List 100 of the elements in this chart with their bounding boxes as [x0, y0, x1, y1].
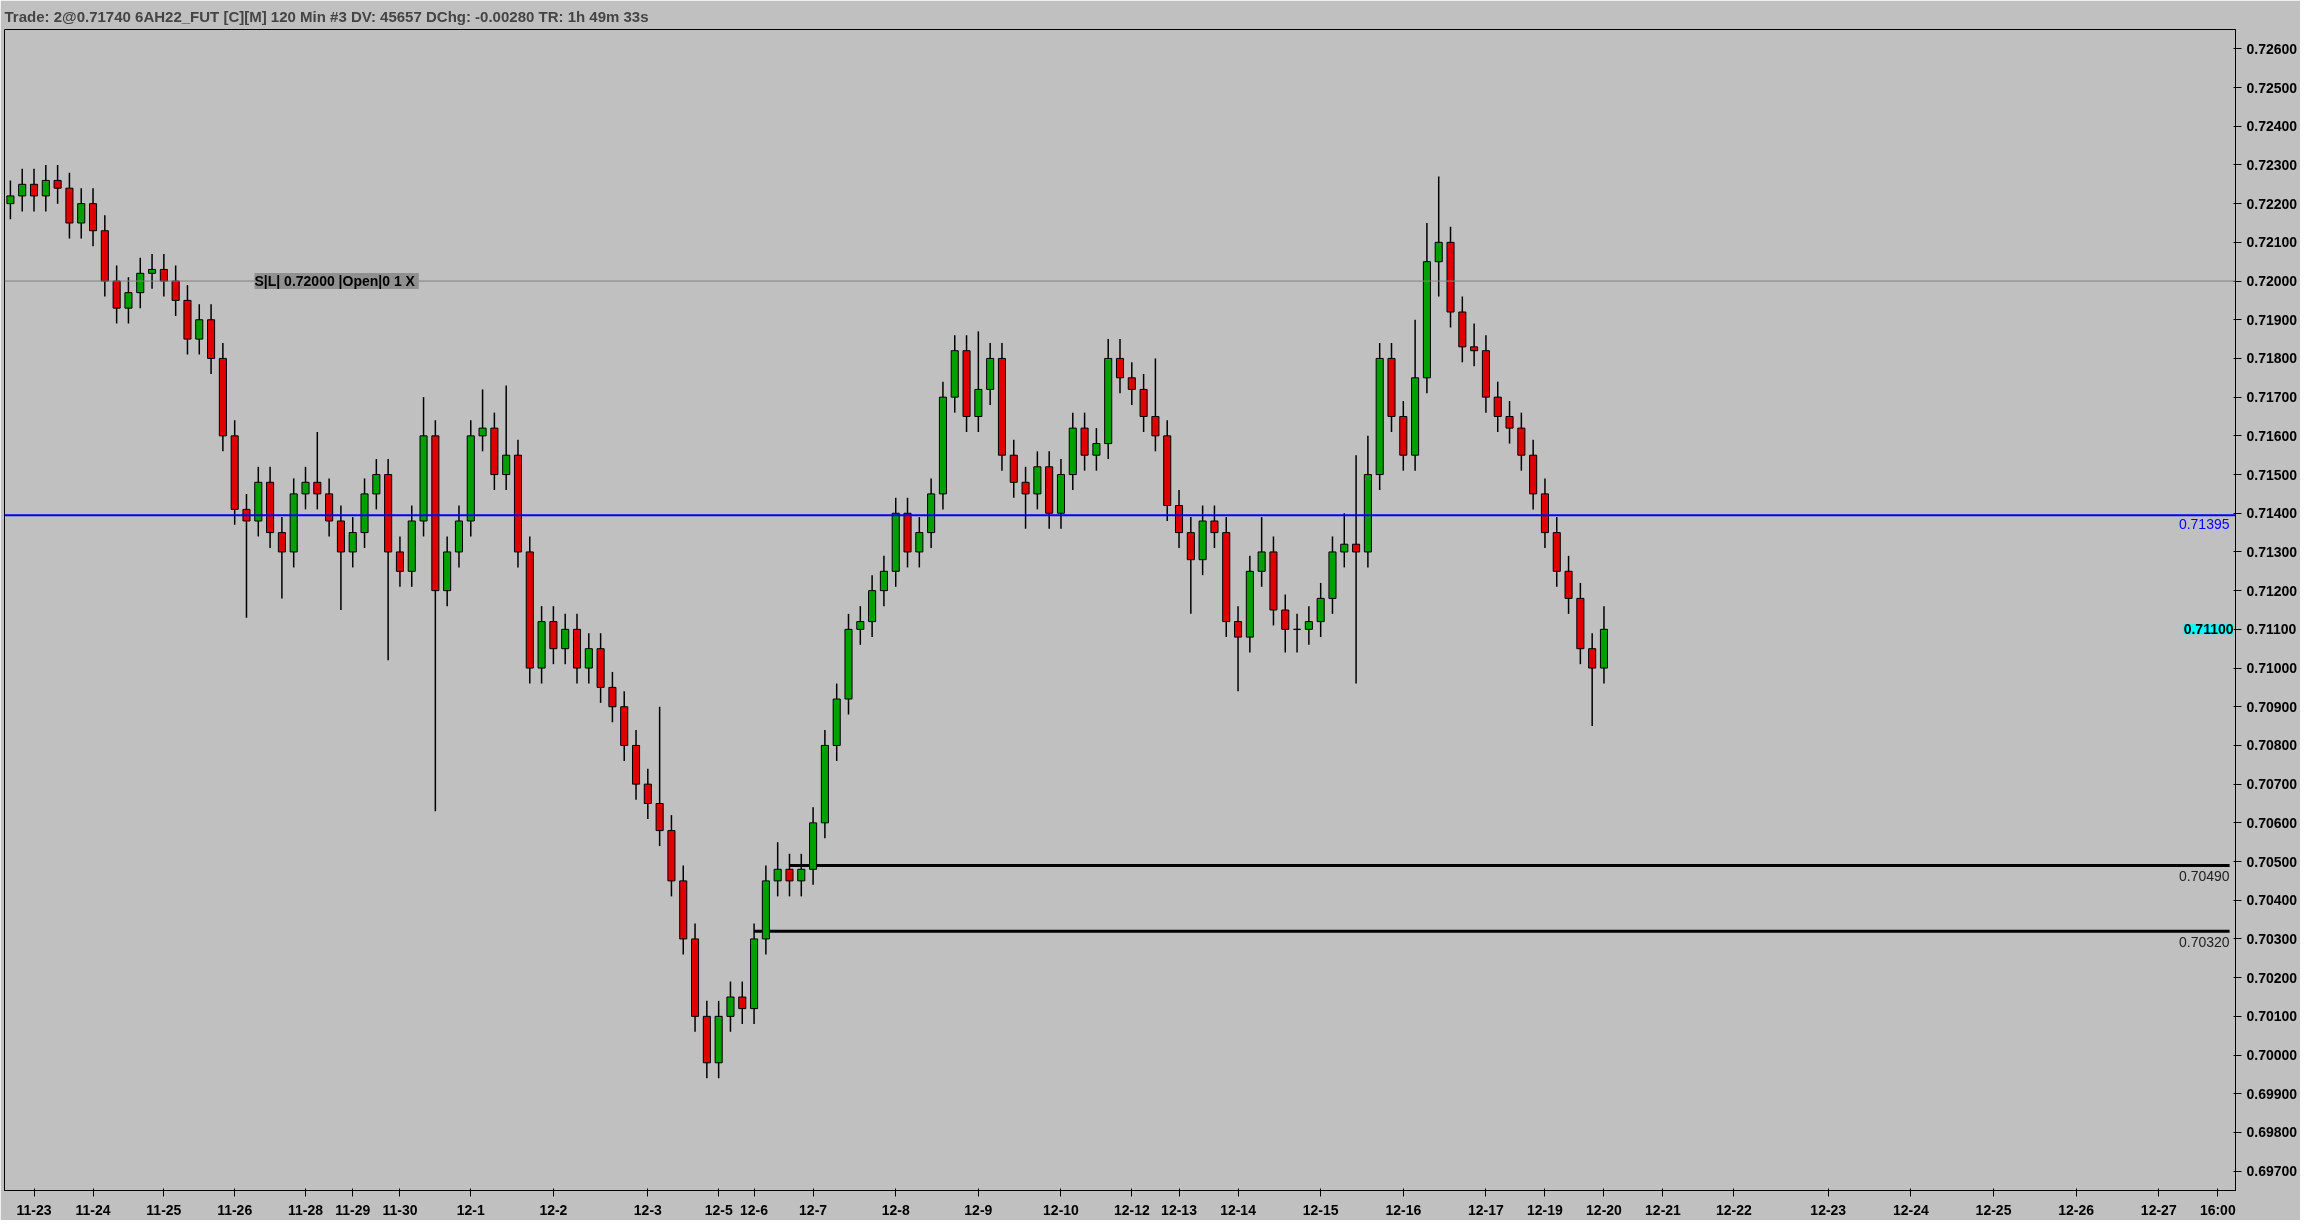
- y-tick-label: 0.72500: [2246, 79, 2298, 96]
- candlestick: [1434, 175, 1443, 298]
- candlestick: [395, 535, 404, 588]
- y-tick-label: 0.72200: [2246, 195, 2298, 212]
- candlestick: [561, 613, 570, 665]
- y-tick-label: 0.71900: [2246, 311, 2298, 328]
- x-tick-label: 12-16: [1385, 1201, 1422, 1218]
- candlestick: [195, 303, 204, 356]
- candlestick: [372, 458, 381, 511]
- candlestick: [1234, 605, 1243, 693]
- candlestick: [1340, 512, 1349, 569]
- y-tick-label: 0.72100: [2246, 234, 2298, 251]
- candlestick: [643, 767, 652, 820]
- candlestick: [1316, 582, 1325, 638]
- x-tick-label: 11-30: [382, 1201, 418, 1218]
- y-tick-label: 0.71600: [2246, 427, 2298, 444]
- y-tick-label: 0.72400: [2246, 118, 2298, 135]
- x-tick-label: 12-6: [740, 1201, 769, 1218]
- y-tick-label: 0.71000: [2246, 660, 2298, 677]
- y-tick-label: 0.70600: [2246, 814, 2298, 831]
- x-tick-label: 12-27: [2140, 1201, 2177, 1218]
- y-tick-label: 0.71800: [2246, 350, 2298, 367]
- candlestick: [1151, 357, 1160, 453]
- y-tick-label: 0.71700: [2246, 389, 2298, 406]
- candlestick: [726, 980, 735, 1033]
- candlestick: [1505, 400, 1514, 445]
- ref-line-label: 0.71395: [2178, 516, 2230, 533]
- y-tick-label: 0.69900: [2246, 1085, 2298, 1102]
- y-tick-label: 0.70200: [2246, 969, 2298, 986]
- y-tick-label: 0.70300: [2246, 930, 2298, 947]
- x-tick-label: 12-14: [1220, 1201, 1257, 1218]
- x-tick-label: 11-23: [16, 1201, 52, 1218]
- candlestick: [242, 493, 251, 619]
- candlestick: [301, 466, 310, 511]
- candlestick: [584, 632, 593, 685]
- x-tick-label: 11-29: [335, 1201, 371, 1218]
- y-tick-label: 0.70900: [2246, 698, 2298, 715]
- x-tick-label: 12-25: [1975, 1201, 2012, 1218]
- y-tick-label: 0.71500: [2246, 466, 2298, 483]
- x-tick-label: 12-23: [1810, 1201, 1847, 1218]
- candlestick: [1304, 605, 1313, 646]
- candlestick: [1257, 516, 1266, 588]
- x-tick-label: 12-15: [1302, 1201, 1339, 1218]
- x-tick-label: 11-25: [146, 1201, 182, 1218]
- x-tick-label: 12-5: [704, 1201, 733, 1218]
- candlestick: [1588, 632, 1597, 727]
- chart-title: Trade: 2@0.71740 6AH22_FUT [C][M] 120 Min #3 DV: 45657 DChg: -0.00280 TR: 1h 49m 33s: [4, 7, 649, 25]
- candlestick: [1470, 322, 1479, 367]
- x-tick-label: 12-12: [1113, 1201, 1150, 1218]
- x-tick-label: 11-26: [217, 1201, 253, 1218]
- x-tick-label: 12-2: [539, 1201, 568, 1218]
- x-tick-label: 12-21: [1645, 1201, 1682, 1218]
- x-tick-label: 12-17: [1468, 1201, 1505, 1218]
- y-tick-label: 0.71400: [2246, 505, 2298, 522]
- candlestick: [277, 516, 286, 600]
- x-tick-label: 12-26: [2058, 1201, 2095, 1218]
- candlestick: [478, 388, 487, 453]
- candlestick: [41, 164, 50, 213]
- candlestick: [1281, 593, 1290, 654]
- y-tick-label: 0.71200: [2246, 582, 2298, 599]
- x-tick-label: 12-22: [1715, 1201, 1752, 1218]
- candlestick: [77, 187, 86, 240]
- candlestick: [856, 605, 865, 646]
- candlestick: [171, 264, 180, 317]
- candlestick: [29, 168, 39, 213]
- candlestick: [18, 168, 27, 213]
- x-tick-label: 12-10: [1043, 1201, 1080, 1218]
- y-tick-label: 0.69800: [2246, 1124, 2298, 1141]
- candlestick: [148, 253, 157, 290]
- candlestick: [53, 164, 62, 205]
- y-tick-label: 0.70700: [2246, 776, 2298, 793]
- y-tick-label: 0.69700: [2246, 1163, 2298, 1180]
- data-label: 0.70320: [2178, 934, 2230, 951]
- x-tick-label: 12-13: [1161, 1201, 1198, 1218]
- y-tick-label: 0.70400: [2246, 892, 2298, 909]
- y-tick-label: 0.70000: [2246, 1047, 2298, 1064]
- x-tick-label: 12-8: [881, 1201, 910, 1218]
- candlestick: [879, 555, 888, 607]
- y-tick-label: 0.70800: [2246, 737, 2298, 754]
- x-tick-label: 12-24: [1892, 1201, 1929, 1218]
- candlestick: [773, 841, 782, 898]
- candlestick: [348, 516, 357, 569]
- y-tick-label: 0.72000: [2246, 273, 2298, 290]
- candlestick: [313, 431, 322, 511]
- y-tick-label: 0.71300: [2246, 543, 2298, 560]
- data-label: 0.70490: [2178, 868, 2230, 885]
- x-tick-label: 12-1: [456, 1201, 485, 1218]
- x-tick-label: 16:00: [2199, 1201, 2236, 1218]
- candlestick: [1127, 361, 1136, 406]
- candlestick: [1021, 466, 1030, 530]
- ref-line-label: S|L| 0.72000 |Open|0 1 X: [254, 273, 416, 290]
- candlestick: [1352, 454, 1361, 685]
- candlestick: [502, 384, 511, 491]
- candlestick: [1493, 380, 1502, 433]
- candlestick: [1092, 427, 1101, 472]
- candlestick: [1210, 504, 1219, 549]
- x-tick-label: 12-20: [1586, 1201, 1623, 1218]
- x-tick-label: 11-24: [75, 1201, 111, 1218]
- x-tick-label: 12-19: [1527, 1201, 1564, 1218]
- y-tick-label: 0.72300: [2246, 156, 2298, 173]
